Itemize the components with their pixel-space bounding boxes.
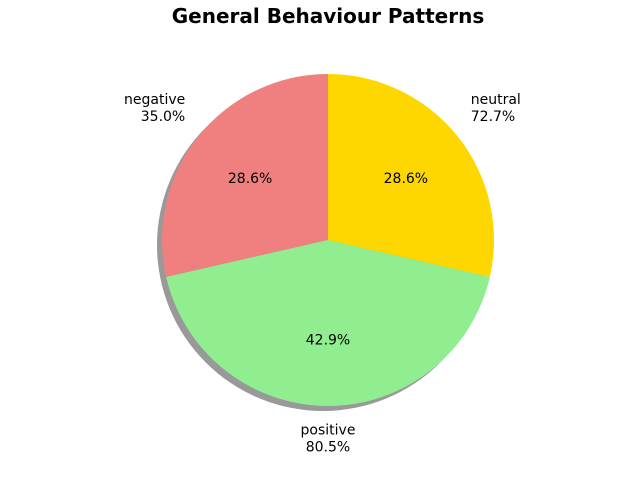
slice-percent-label-positive: 42.9% — [306, 333, 350, 349]
pie-slices — [162, 74, 494, 406]
slice-percent-label-neutral: 28.6% — [384, 171, 428, 187]
slice-label-negative: negative 35.0% — [124, 92, 185, 125]
slice-percent-label-negative: 28.6% — [228, 171, 272, 187]
pie-labels: 28.6% negative 35.0% 42.9% positive 80.5% 28.6… — [124, 92, 521, 455]
pie-slice-negative — [162, 74, 328, 277]
slice-label-neutral: neutral 72.7% — [471, 92, 521, 125]
chart-title: General Behaviour Patterns — [172, 4, 485, 28]
slice-label-positive: positive 80.5% — [301, 423, 356, 456]
pie-slice-neutral — [328, 74, 494, 277]
pie-slice-positive — [166, 240, 490, 406]
